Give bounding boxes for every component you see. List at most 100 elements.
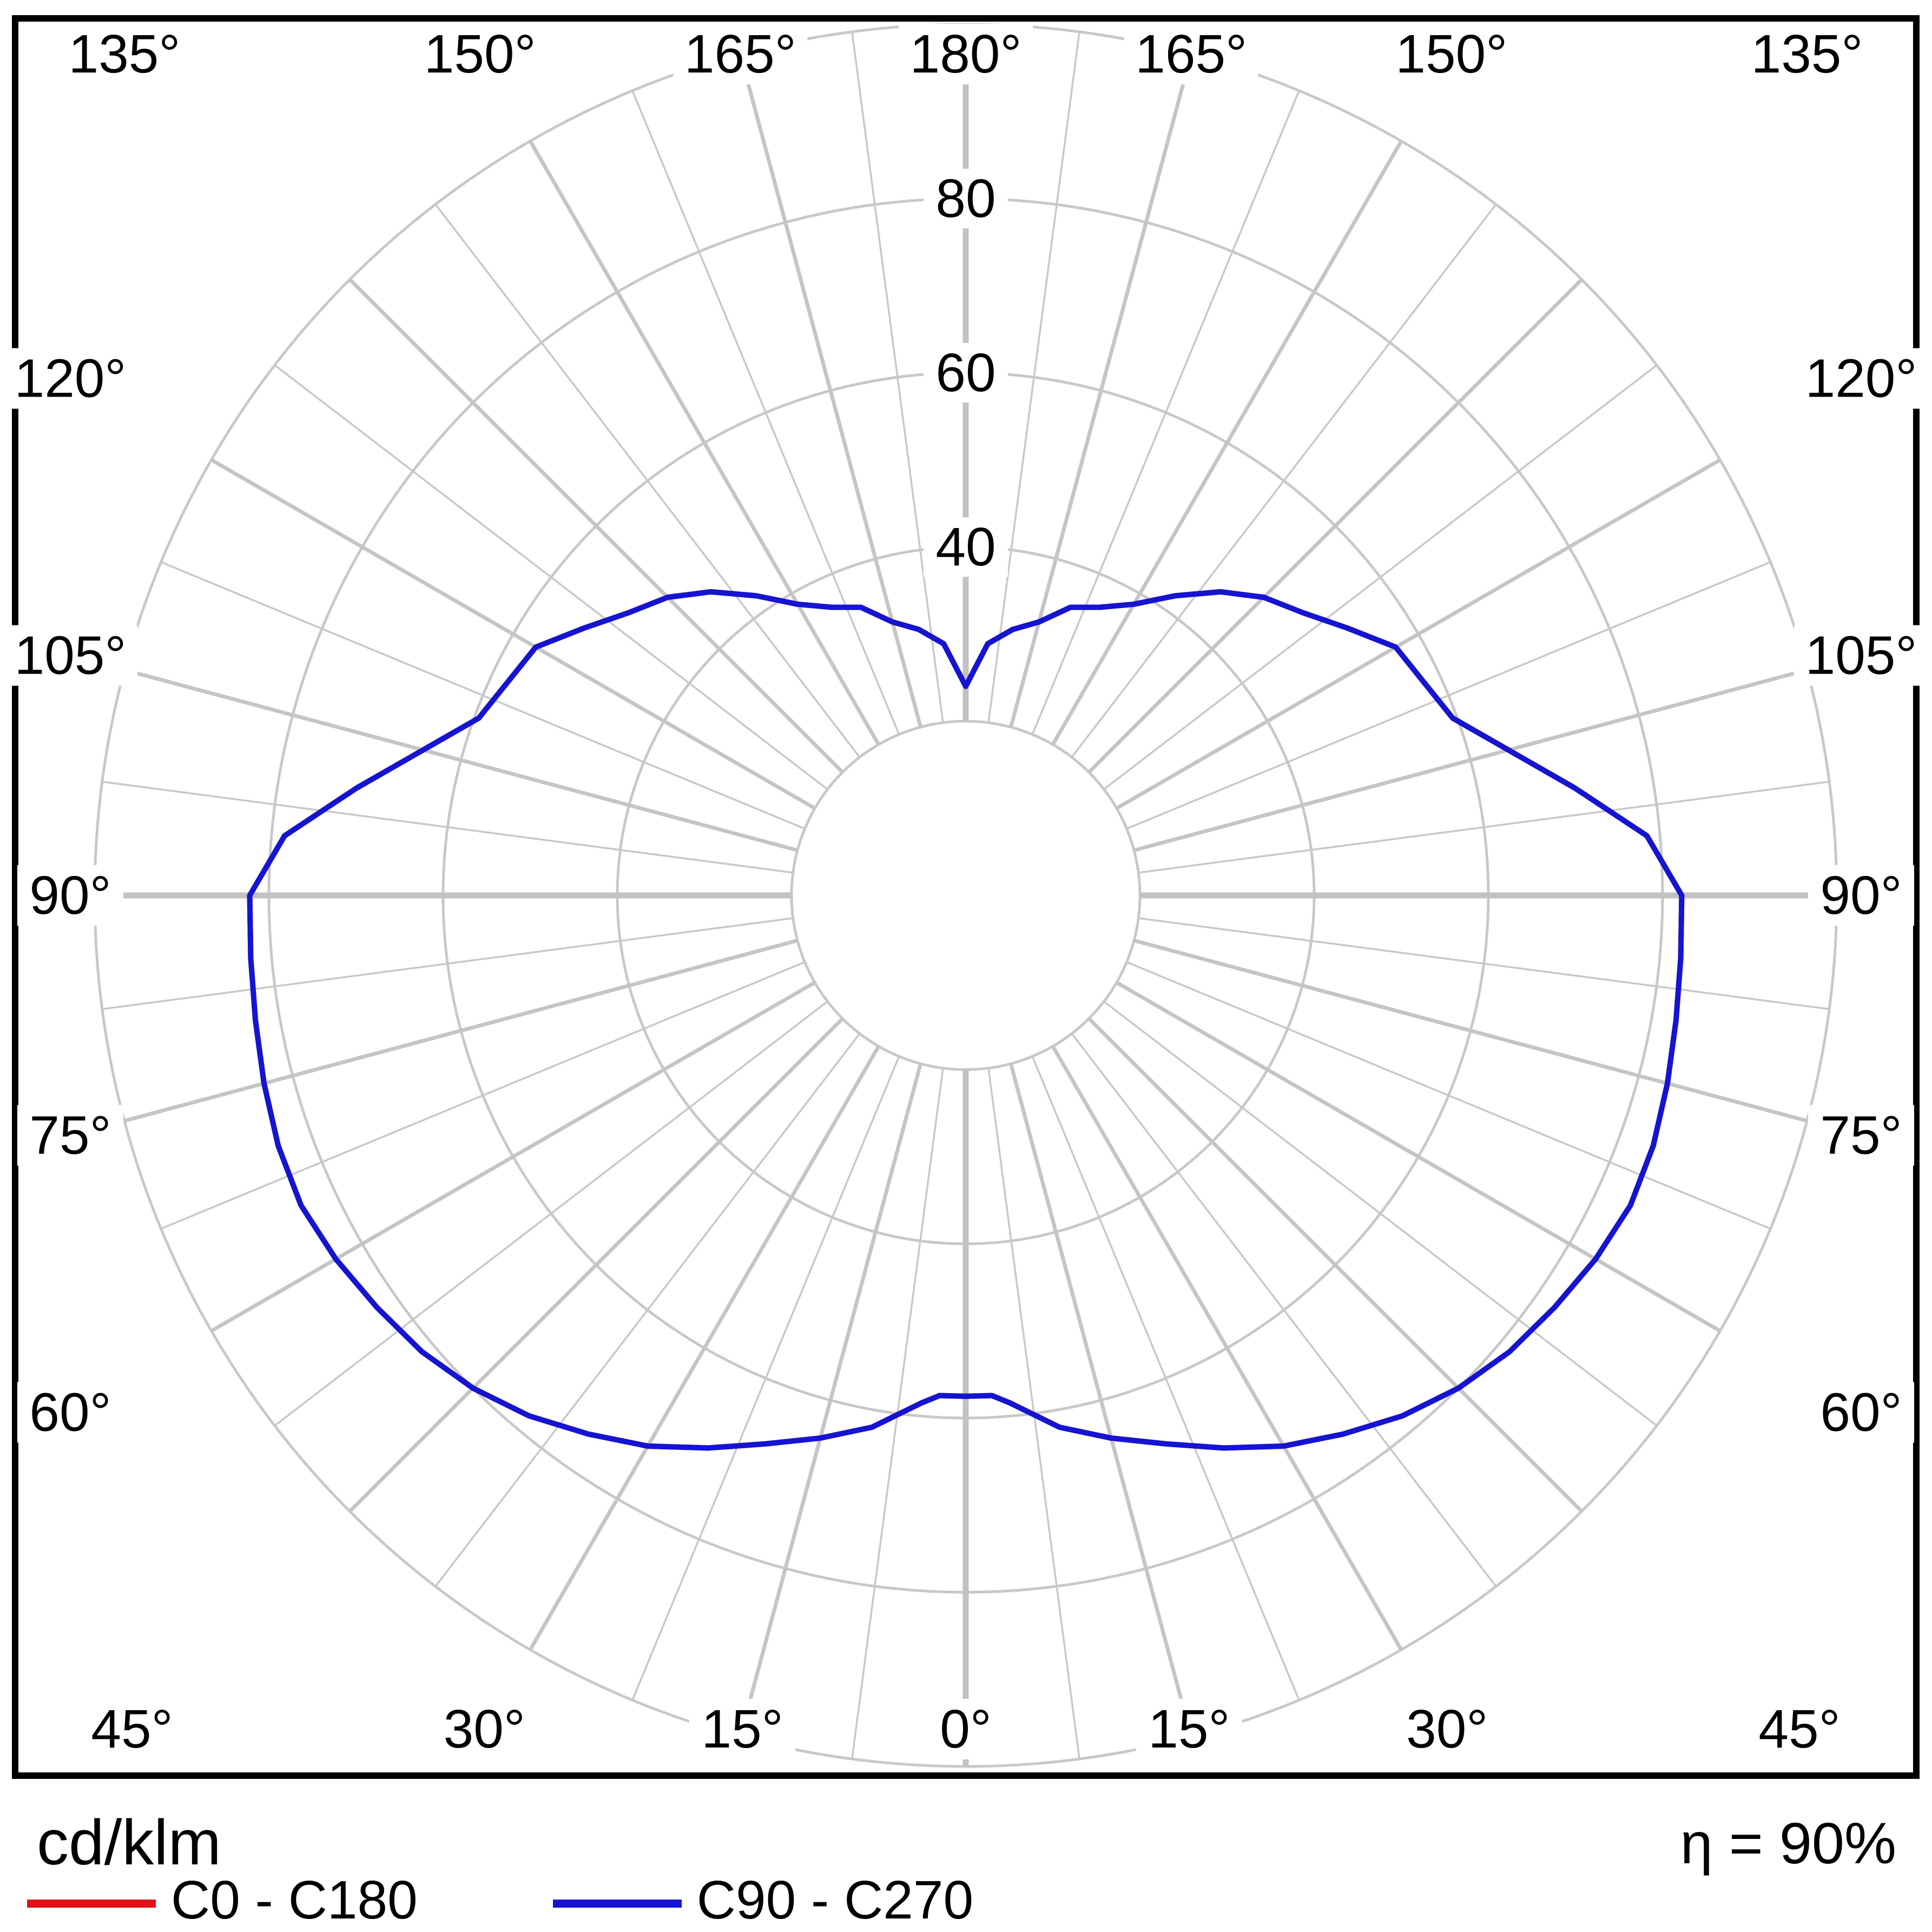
angle-label: 135°	[1751, 24, 1863, 84]
spoke-line	[1051, 140, 1403, 746]
legend-label-c0-c180: C0 - C180	[171, 1870, 418, 1930]
plot-frame	[12, 15, 1920, 1779]
spoke-line	[348, 278, 844, 774]
angle-label: 15°	[701, 1699, 783, 1759]
angle-label-box	[1808, 1105, 1914, 1166]
spoke-line	[1031, 1056, 1300, 1701]
angle-label: 150°	[1395, 24, 1507, 84]
angle-label-box	[689, 1699, 796, 1759]
spoke-line	[210, 980, 816, 1333]
angle-label: 15°	[1148, 1699, 1230, 1759]
ring-line	[790, 720, 1142, 1071]
angle-label: 30°	[1406, 1699, 1488, 1759]
spoke-line	[987, 31, 1080, 723]
angle-label-box	[1136, 1699, 1242, 1759]
angle-label: 30°	[444, 1699, 525, 1759]
spoke-line	[631, 90, 900, 735]
angle-label-box	[1808, 1382, 1914, 1443]
spoke-line	[1008, 53, 1194, 728]
angle-label: 120°	[1805, 348, 1917, 408]
spoke-line	[528, 140, 881, 746]
angle-label: 75°	[29, 1105, 111, 1165]
angle-label-box	[17, 1105, 123, 1166]
spoke-line	[1116, 980, 1722, 1333]
angle-label-box	[1794, 625, 1928, 686]
angle-label: 165°	[1135, 24, 1247, 84]
angle-label-box	[1740, 24, 1874, 84]
spoke-line	[738, 1063, 923, 1738]
angle-label: 105°	[1805, 625, 1917, 686]
angle-label-box	[1746, 1699, 1852, 1759]
spoke-line	[123, 938, 798, 1123]
angle-label: 120°	[15, 348, 127, 408]
spoke-line	[631, 1056, 900, 1701]
spoke-line	[1087, 1017, 1583, 1513]
ring-label-box	[924, 343, 1008, 403]
spoke-line	[1116, 458, 1722, 810]
spoke-line	[160, 961, 806, 1230]
angle-label: 75°	[1820, 1105, 1902, 1165]
angle-label-box	[899, 24, 1033, 84]
spoke-line	[528, 1045, 881, 1651]
efficiency-label: η = 90%	[1680, 1810, 1896, 1876]
angle-label: 165°	[684, 24, 796, 84]
ring-label: 80	[935, 168, 995, 229]
angle-label: 60°	[29, 1382, 111, 1443]
angle-label-box	[927, 1699, 1005, 1759]
spoke-line	[274, 364, 828, 790]
angle-label: 180°	[910, 24, 1022, 84]
spoke-line	[1051, 1045, 1403, 1651]
angle-label-box	[1124, 24, 1258, 84]
spoke-line	[1008, 1063, 1194, 1738]
spoke-line	[348, 1017, 844, 1513]
angle-label: 45°	[91, 1699, 173, 1759]
spoke-line	[1126, 961, 1771, 1230]
angle-label: 60°	[1820, 1382, 1902, 1443]
angle-label-box	[3, 625, 137, 686]
angle-label-box	[79, 1699, 185, 1759]
angle-label: 45°	[1758, 1699, 1840, 1759]
spoke-line	[738, 53, 923, 728]
angle-label-box	[1394, 1699, 1500, 1759]
angle-label-box	[1384, 24, 1519, 84]
ring-label-box	[924, 517, 1008, 577]
ring-label: 60	[935, 342, 995, 403]
spoke-line	[1087, 278, 1583, 774]
spoke-line	[851, 31, 944, 723]
angle-label: 0°	[940, 1699, 992, 1759]
spoke-line	[1126, 561, 1771, 830]
spoke-line	[123, 668, 798, 853]
spoke-line	[434, 203, 861, 758]
angle-label-box	[3, 348, 137, 409]
spoke-line	[102, 781, 793, 874]
angle-label-box	[431, 1699, 538, 1759]
spoke-line	[1071, 203, 1497, 758]
spoke-line	[1103, 1000, 1658, 1427]
angle-label-box	[1794, 348, 1928, 409]
spoke-line	[1133, 668, 1808, 853]
spoke-line	[1103, 364, 1658, 790]
angle-label-box	[17, 1382, 123, 1443]
unit-label: cd/klm	[37, 1807, 221, 1878]
spoke-line	[1031, 90, 1300, 735]
angle-label: 90°	[1820, 865, 1902, 926]
legend: C0 - C180 C90 - C270	[27, 1870, 1109, 1930]
angle-label-box	[17, 865, 123, 926]
angle-label: 105°	[15, 625, 127, 686]
curve-c90-c270	[247, 589, 1685, 1451]
angle-label-box	[1808, 865, 1914, 926]
spoke-line	[434, 1033, 861, 1587]
angle-label: 90°	[29, 865, 111, 926]
ring-label: 40	[935, 517, 995, 577]
ring-label-box	[924, 169, 1008, 228]
spoke-line	[160, 561, 806, 830]
angle-label: 150°	[424, 24, 536, 84]
spoke-line	[1071, 1033, 1497, 1587]
spoke-line	[102, 917, 793, 1010]
angle-label-box	[57, 24, 192, 84]
angle-label-box	[413, 24, 548, 84]
spoke-line	[1138, 917, 1830, 1010]
angle-label-box	[673, 24, 808, 84]
